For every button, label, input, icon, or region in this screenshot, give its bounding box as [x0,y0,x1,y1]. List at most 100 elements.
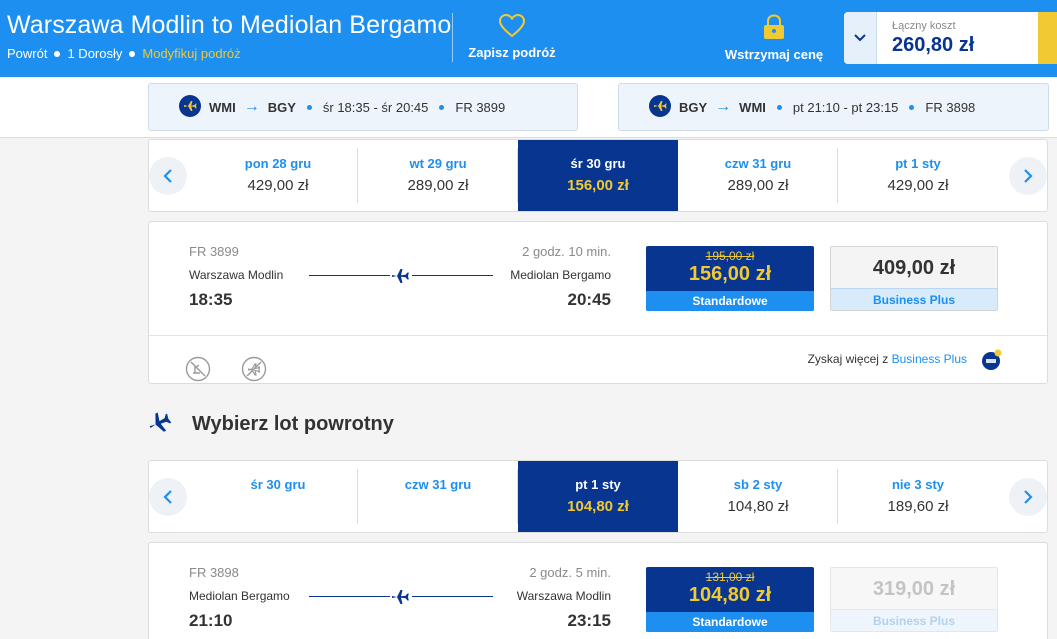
date-price: 104,80 zł [567,498,629,515]
origin-airport: Mediolan Bergamo [189,589,290,603]
plane-icon [649,95,671,120]
departure-time: 21:10 [189,611,233,630]
fare-price: 319,00 zł [872,578,956,600]
plane-icon [390,266,412,286]
destination-airport: Mediolan Bergamo [510,268,611,282]
total-price-box[interactable]: Łączny koszt 260,80 zł [844,12,1057,64]
separator-dot [439,104,445,110]
modify-trip-link[interactable]: Modyfikuj podróż [142,46,241,61]
date-option[interactable]: wt 29 gru 289,00 zł [358,140,518,211]
return-date-carousel: śr 30 gru czw 31 gru pt 1 sty 104,80 zł … [148,460,1048,533]
hold-price-label: Wstrzymaj cenę [724,47,824,62]
date-label: wt 29 gru [409,156,467,171]
date-option-selected[interactable]: pt 1 sty 104,80 zł [518,461,678,532]
return-section-heading: Wybierz lot powrotny [148,409,394,439]
separator-dot [129,50,136,57]
chevron-right-icon[interactable] [1009,478,1047,516]
date-option[interactable]: sb 2 sty 104,80 zł [678,461,838,532]
section-title: Wybierz lot powrotny [192,412,394,435]
date-label: czw 31 gru [404,477,472,492]
date-price: 429,00 zł [247,177,309,194]
date-option[interactable]: czw 31 gru [358,461,518,532]
arrival-time: 20:45 [567,290,611,309]
hold-price-button[interactable]: Wstrzymaj cenę [718,14,830,62]
flight-details: FR 3899 2 godz. 10 min. Warszawa Modlin … [149,222,1047,335]
separator-dot [54,50,61,57]
flight-number: FR 3898 [189,565,239,580]
date-option[interactable]: pt 1 sty 429,00 zł [838,140,998,211]
departure-time: 18:35 [189,290,233,309]
destination-code: WMI [739,99,766,115]
outbound-date-carousel: pon 28 gru 429,00 zł wt 29 gru 289,00 zł… [148,139,1048,212]
trip-type: Powrót [7,46,48,61]
date-price: 104,80 zł [727,498,789,515]
business-plus-link[interactable]: Business Plus [891,352,967,366]
return-flight-number: FR 3898 [925,99,976,115]
fare-label: Standardowe [646,291,814,311]
return-summary-content: BGY → WMI pt 21:10 - pt 23:15 FR 3898 [679,98,975,116]
chevron-left-icon[interactable] [149,157,187,195]
return-flight-card: FR 3898 2 godz. 5 min. Mediolan Bergamo … [148,542,1048,639]
flight-details: FR 3898 2 godz. 5 min. Mediolan Bergamo … [149,543,1047,639]
destination-code: BGY [267,99,296,115]
total-value: 260,80 zł [892,34,975,56]
old-price: 131,00 zł [705,570,755,584]
chevron-right-icon[interactable] [1009,157,1047,195]
fare-price: 409,00 zł [872,257,956,279]
standard-fare-button[interactable]: 195,00 zł 156,00 zł Standardowe [646,246,814,311]
page-title: Warszawa Modlin to Mediolan Bergamo [7,11,452,39]
standard-fare-button[interactable]: 131,00 zł 104,80 zł Standardowe [646,567,814,632]
business-plus-fare-button[interactable]: 409,00 zł Business Plus [830,246,998,311]
fare-label: Business Plus [831,609,997,631]
return-summary-chip[interactable]: BGY → WMI pt 21:10 - pt 23:15 FR 3898 [618,83,1049,131]
chevron-left-icon[interactable] [149,478,187,516]
separator-dot [909,104,915,110]
outbound-summary-chip[interactable]: WMI → BGY śr 18:35 - śr 20:45 FR 3899 [148,83,578,131]
origin-airport: Warszawa Modlin [189,268,284,282]
trip-details: Powrót 1 Dorosły Modyfikuj podróż [7,46,241,61]
flight-card-footer: Zyskaj więcej z Business Plus [149,335,1047,383]
date-label: pt 1 sty [895,156,941,171]
separator-dot [776,104,782,110]
flight-duration: 2 godz. 5 min. [529,565,611,580]
date-label: pon 28 gru [244,156,312,171]
outbound-summary-content: WMI → BGY śr 18:35 - śr 20:45 FR 3899 [209,98,505,116]
lock-icon [718,14,830,43]
date-label: śr 30 gru [250,477,306,492]
date-option[interactable]: śr 30 gru [198,461,358,532]
fare-price: 104,80 zł [688,584,772,606]
date-price: 429,00 zł [887,177,949,194]
fare-label: Business Plus [831,288,997,310]
selected-flights-bar: WMI → BGY śr 18:35 - śr 20:45 FR 3899 BG… [0,77,1057,138]
origin-code: BGY [679,99,708,115]
date-option[interactable]: pon 28 gru 429,00 zł [198,140,358,211]
no-priority-icon [241,356,267,387]
outbound-flight-card: FR 3899 2 godz. 10 min. Warszawa Modlin … [148,221,1048,384]
destination-airport: Warszawa Modlin [516,589,611,603]
save-trip-label: Zapisz podróż [468,45,556,60]
arrival-time: 23:15 [567,611,611,630]
heart-icon [464,13,560,41]
upsell-prefix: Zyskaj więcej z [807,352,889,366]
return-times: pt 21:10 - pt 23:15 [792,99,899,115]
business-plus-fare-button[interactable]: 319,00 zł Business Plus [830,567,998,632]
plane-icon [390,587,412,607]
upsell-text: Zyskaj więcej z Business Plus [808,352,967,366]
continue-button[interactable] [1038,12,1057,64]
chevron-down-icon[interactable] [844,12,877,64]
old-price: 195,00 zł [705,249,755,263]
passenger-count: 1 Dorosły [67,46,123,61]
date-label: pt 1 sty [575,477,621,492]
outbound-flight-number: FR 3899 [455,99,506,115]
save-trip-button[interactable]: Zapisz podróż [464,13,560,60]
date-option[interactable]: czw 31 gru 289,00 zł [678,140,838,211]
date-option-selected[interactable]: śr 30 gru 156,00 zł [518,140,678,211]
date-option[interactable]: nie 3 sty 189,60 zł [838,461,998,532]
arrow-right-icon: → [243,98,260,115]
date-label: czw 31 gru [724,156,792,171]
date-label: sb 2 sty [733,477,783,492]
header-divider [452,13,453,62]
plane-icon [179,95,201,120]
outbound-times: śr 18:35 - śr 20:45 [322,99,429,115]
origin-code: WMI [209,99,236,115]
